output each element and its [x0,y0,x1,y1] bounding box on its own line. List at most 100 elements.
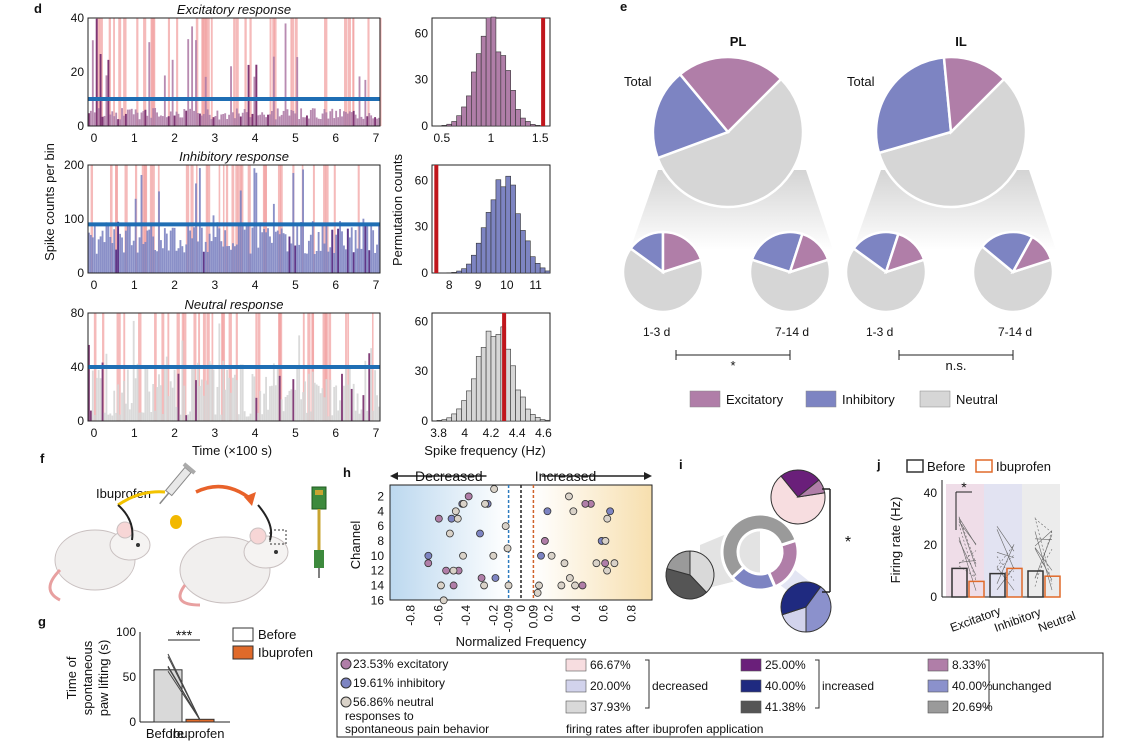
raster-bar [335,385,337,421]
raster-bar [361,117,363,126]
raster-bar [253,77,255,126]
raster-bar [123,252,125,273]
h-arrow-left-head [390,472,398,480]
raster-bar [218,323,220,421]
hist-x-tick: 3.8 [430,426,447,440]
hist-bar [525,241,530,273]
raster-bar [143,244,145,273]
raster-x-tick: 4 [252,278,259,292]
raster-bar [277,369,279,421]
raster-bar [141,412,143,421]
raster-bar [158,374,160,421]
event-line [344,18,347,126]
hist-y-tick: 30 [415,364,429,378]
hist-bar [511,185,516,273]
raster-bar-hit [353,252,355,273]
raster-bar [259,222,261,273]
raster-bar [290,110,292,126]
raster-bar [185,244,187,273]
raster-x-tick: 3 [212,278,219,292]
raster-bar [189,109,191,126]
raster-bar [296,366,298,421]
raster-bar [244,230,246,273]
event-line [168,18,170,126]
raster-bar [119,119,121,126]
raster-bar [226,370,228,421]
hist-bar [540,420,545,421]
legend-label: Neutral [956,392,998,407]
hist-bar [486,331,491,421]
raster-bar [216,387,218,421]
raster-bar [314,383,316,421]
raster-bar [252,374,254,421]
raster-bar-hit [374,117,376,126]
raster-bar [312,221,314,273]
stat-label: * [730,358,735,373]
raster-bar-hit [341,374,343,421]
h-point [491,486,498,493]
raster-bar [300,222,302,273]
h-point [570,508,577,515]
raster-bar-hit [117,119,119,126]
raster-bar [339,109,341,126]
hist-bar [525,121,530,126]
raster-bar [285,234,287,273]
raster-bar [308,119,310,126]
raster-bar-hit [337,229,339,273]
g-legend-label: Ibuprofen [258,645,313,660]
raster-bar [220,114,222,126]
raster-bar [226,246,228,273]
event-line [352,18,354,126]
h-y-tick: 2 [377,489,384,503]
raster-bar [197,363,199,421]
event-line [211,18,213,126]
raster-bar [135,378,137,421]
group-title: IL [955,34,967,49]
raster-bar [193,111,195,126]
raster-bar [144,242,146,273]
hist-bar [471,379,476,421]
raster-bar [265,117,267,126]
h-y-tick: 16 [371,593,385,607]
raster-bar [349,237,351,273]
g-y-tick: 0 [129,715,136,729]
group-title: PL [730,34,747,49]
hist-bar [447,418,452,421]
raster-bar [209,361,211,421]
raster-bar [179,415,181,421]
raster-bar [228,115,230,126]
h-point [454,515,461,522]
raster-bar [201,116,203,126]
hist-bar [476,243,481,273]
raster-bar [131,245,133,273]
raster-bar [100,236,102,273]
hist-bar [462,401,467,421]
raster-bar [289,116,291,126]
raster-bar [306,254,308,273]
event-line [143,18,146,126]
hist-x-tick: 9 [475,278,482,292]
raster-bar [100,378,102,421]
hist-y-tick: 0 [421,119,428,133]
hist-x-tick: 4 [461,426,468,440]
raster-bar [331,415,333,421]
raster-bar [158,117,160,126]
raster-bar [281,228,283,273]
hist-x-tick: 8 [446,278,453,292]
panel-letter-i: i [679,457,683,472]
h-point [611,560,618,567]
h-y-tick: 10 [371,549,385,563]
hist-bar [511,90,516,126]
h-point [492,575,499,582]
legend-swatch [690,391,720,407]
raster-bar [318,232,320,273]
raster-x-tick: 1 [131,131,138,145]
raster-bar [158,191,160,273]
raster-bar [236,108,238,126]
raster-bar [298,335,300,421]
raster-bar [324,397,326,421]
raster-bar-hit [100,54,102,126]
raster-bar-hit [117,222,119,273]
raster-bar [269,386,271,421]
